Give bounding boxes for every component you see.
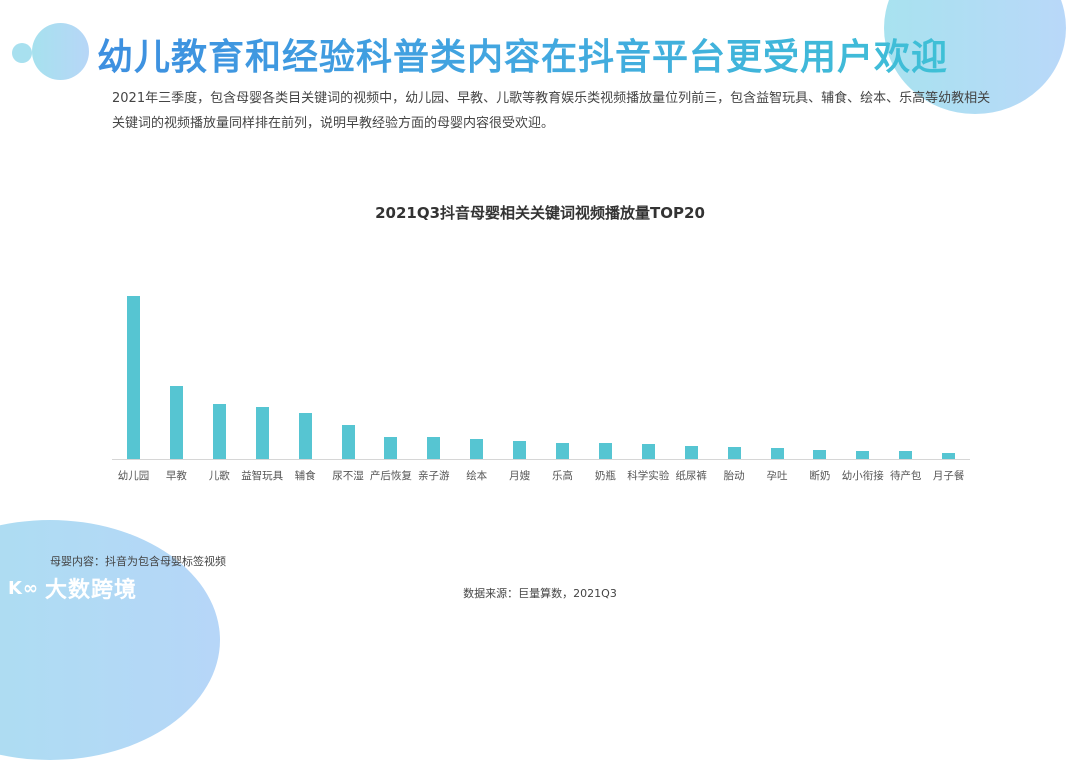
bar <box>127 296 140 459</box>
bar-slot <box>884 451 927 459</box>
bar <box>298 413 312 459</box>
bar-slot <box>541 443 584 459</box>
brand-logo: K∞ 大数跨境 <box>8 572 137 604</box>
bar <box>556 443 569 459</box>
x-tick-label: 胎动 <box>723 470 745 482</box>
x-tick-label: 益智玩具 <box>241 470 284 482</box>
bar-slot <box>756 448 799 459</box>
bar-slot <box>241 407 284 459</box>
bar-slot <box>841 451 884 459</box>
x-tick-label: 科学实验 <box>627 470 670 482</box>
bar <box>770 448 784 459</box>
decor-circle-small <box>12 43 32 63</box>
x-tick-label: 幼小衔接 <box>841 470 884 482</box>
logo-icon: K∞ <box>8 577 39 599</box>
x-tick-label: 绘本 <box>466 470 488 482</box>
bar <box>169 386 183 459</box>
bar <box>813 450 827 459</box>
x-tick-label: 儿歌 <box>208 470 230 482</box>
data-source: 数据来源：巨量算数，2021Q3 <box>463 587 617 600</box>
bar <box>598 443 612 459</box>
bar <box>427 437 441 459</box>
bar <box>942 453 956 459</box>
x-tick-label: 待产包 <box>889 470 922 482</box>
x-tick-label: 产后恢复 <box>369 470 412 482</box>
bar-slot <box>498 441 541 459</box>
bar-slot <box>369 437 412 459</box>
bar-slot <box>584 443 627 459</box>
x-tick-label: 辅食 <box>294 470 316 482</box>
x-tick-label: 断奶 <box>809 470 831 482</box>
bar <box>513 441 527 459</box>
x-tick-label: 乐高 <box>552 470 573 482</box>
x-tick-label: 月嫂 <box>509 470 531 482</box>
decor-circle-title <box>32 23 89 80</box>
bar-slot <box>327 425 370 459</box>
page-description: 2021年三季度，包含母婴各类目关键词的视频中，幼儿园、早教、儿歌等教育娱乐类视… <box>112 91 991 131</box>
logo-text: 大数跨境 <box>44 578 137 603</box>
bar <box>470 439 484 459</box>
footnote: 母婴内容：抖音为包含母婴标签视频 <box>50 555 226 568</box>
bar-slot <box>455 439 498 459</box>
bar-chart <box>112 280 970 460</box>
x-tick-label: 奶瓶 <box>594 470 616 482</box>
x-tick-label: 亲子游 <box>418 470 450 482</box>
bar <box>641 444 655 459</box>
bar <box>899 451 913 459</box>
bar-slot <box>798 450 841 459</box>
chart-title: 2021Q3抖音母婴相关关键词视频播放量TOP20 <box>375 204 705 222</box>
page-title: 幼儿教育和经验科普类内容在抖音平台更受用户欢迎 <box>97 28 948 80</box>
bar-slot <box>155 386 198 459</box>
bar <box>255 407 269 459</box>
bar-slot <box>412 437 455 459</box>
bar-slot <box>112 296 155 459</box>
bar <box>341 425 355 459</box>
bar-slot <box>670 446 713 459</box>
x-axis-line <box>112 459 970 460</box>
x-tick-label: 尿不湿 <box>332 470 364 482</box>
bar <box>856 451 870 459</box>
x-tick-label: 幼儿园 <box>117 470 150 482</box>
bar-slot <box>198 404 241 459</box>
bar <box>684 446 698 459</box>
x-tick-label: 孕吐 <box>766 470 788 482</box>
x-tick-label: 月子餐 <box>932 470 965 482</box>
x-tick-label: 早教 <box>165 470 187 482</box>
bar <box>212 404 226 459</box>
x-tick-label: 纸尿裤 <box>675 470 707 482</box>
bar <box>727 447 741 459</box>
bar-slot <box>627 444 670 459</box>
bar <box>384 437 398 459</box>
bar-slot <box>927 453 970 459</box>
bar-slot <box>284 413 327 459</box>
bar-slot <box>713 447 756 459</box>
